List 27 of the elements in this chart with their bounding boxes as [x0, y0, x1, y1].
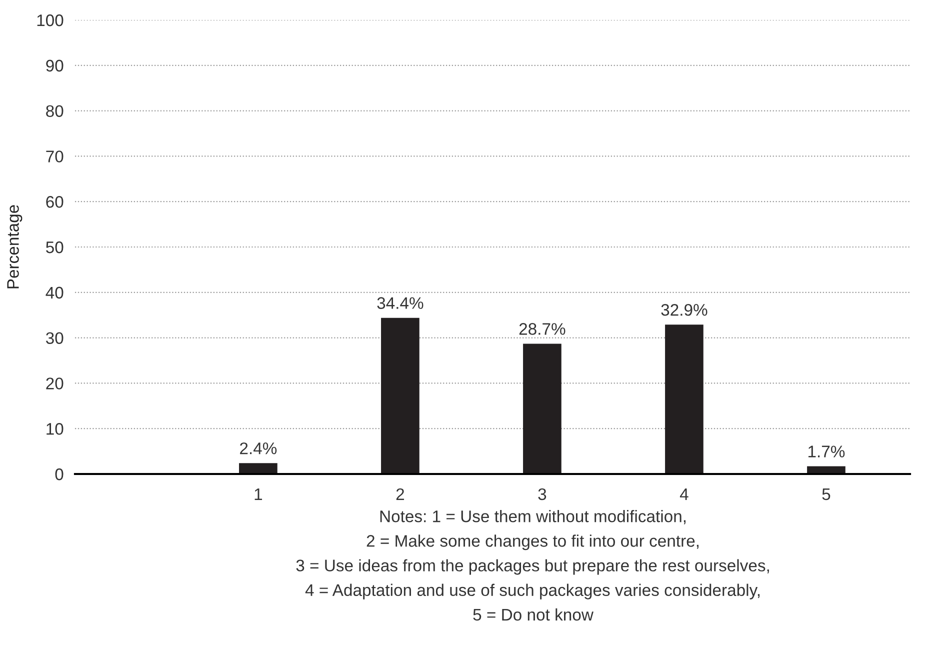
data-label: 28.7%: [519, 323, 566, 335]
y-tick-label: 80: [46, 105, 64, 118]
y-tick-label: 40: [46, 286, 64, 299]
bar: [239, 463, 278, 474]
y-tick-label: 10: [46, 423, 64, 435]
y-tick-label: 20: [46, 378, 64, 390]
y-tick-label: 100: [37, 14, 64, 26]
data-label: 32.9%: [661, 304, 708, 316]
x-tick-label: 1: [254, 488, 262, 500]
x-tick-label: 3: [538, 488, 546, 500]
bar: [381, 318, 420, 474]
x-tick-label: 2: [396, 488, 404, 500]
y-tick-label: 30: [46, 332, 64, 344]
bar: [665, 324, 704, 474]
data-label: 1.7%: [808, 446, 845, 458]
y-tick-label: 50: [46, 241, 64, 254]
x-tick-label: 4: [680, 488, 688, 500]
data-label: 2.4%: [240, 442, 277, 454]
text: Notes: 1 = Use them without modification, 2 = Make some changes to fit into our centre, 3 = Use ideas from the packages but prepare the rest ourselves, 4 = Adaptation and use of such packages varies considerably, 5 = Do not know: [296, 510, 769, 621]
y-tick-label: 0: [55, 468, 64, 480]
bar: [523, 344, 562, 474]
y-tick-label: 70: [46, 150, 64, 162]
x-tick-label: 5: [822, 488, 830, 500]
y-tick-label: 60: [46, 196, 64, 208]
y-axis-title: Percentage: [7, 205, 22, 288]
data-label: 34.4%: [377, 297, 424, 309]
y-tick-label: 90: [46, 60, 64, 72]
